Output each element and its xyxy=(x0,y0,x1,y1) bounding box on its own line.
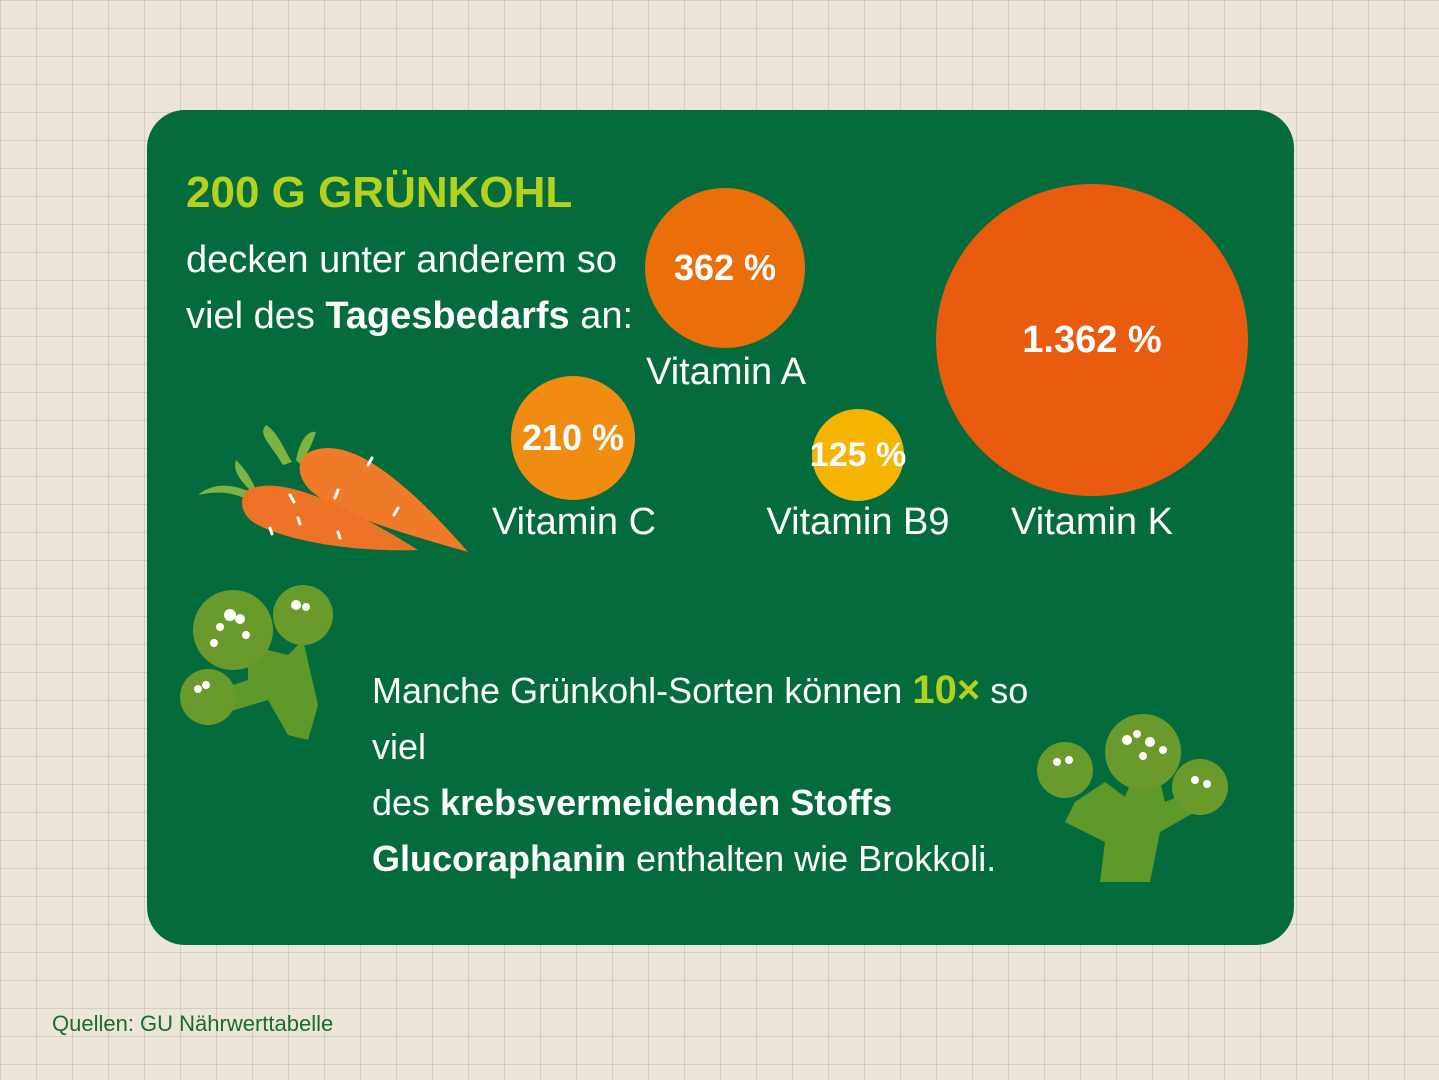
subline: decken unter anderem so viel des Tagesbe… xyxy=(186,232,646,344)
subline-line2-post: an: xyxy=(569,295,634,337)
subline-line2-bold: Tagesbedarfs xyxy=(325,295,570,337)
fact-line3-bold: Glucoraphanin xyxy=(372,838,627,879)
headline: 200 G GRÜNKOHL xyxy=(186,168,573,217)
fact-mid: so viel xyxy=(372,670,1029,767)
fact-pre: Manche Grünkohl-Sorten können xyxy=(372,670,913,711)
bubble-value-label: 1.362 % xyxy=(1022,318,1162,361)
bubble-value-label: 210 % xyxy=(521,417,625,458)
fact-line2-bold: krebsvermeidenden Stoffs xyxy=(440,782,893,823)
bubble-category-label: Vitamin A xyxy=(646,351,806,393)
bubble-vitamin-c: 210 % xyxy=(511,376,635,500)
subline-line2-pre: viel des xyxy=(186,295,326,337)
fact-line3-post: enthalten wie Brokkoli. xyxy=(626,838,997,879)
broccoli-icon xyxy=(1037,714,1228,882)
broccoli-icon xyxy=(180,585,333,740)
bubble-category-label: Vitamin B9 xyxy=(766,501,950,543)
carrot-icon xyxy=(198,425,468,552)
bubble-vitamin-b9: 125 % xyxy=(809,409,907,501)
fact-line2-pre: des xyxy=(372,782,441,823)
subline-line1: decken unter anderem so xyxy=(186,239,617,281)
bubble-value-label: 362 % xyxy=(673,247,777,288)
bubble-value-label: 125 % xyxy=(809,435,907,474)
fact-text: Manche Grünkohl-Sorten können 10× so vie… xyxy=(372,662,1072,887)
source-note: Quellen: GU Nährwerttabelle xyxy=(52,1011,334,1036)
bubble-category-label: Vitamin K xyxy=(1011,501,1173,543)
fact-highlight: 10× xyxy=(912,668,981,712)
bubble-category-label: Vitamin C xyxy=(491,501,657,543)
bubble-vitamin-a: 362 % xyxy=(645,188,805,348)
bubble-vitamin-k: 1.362 % xyxy=(936,184,1248,496)
